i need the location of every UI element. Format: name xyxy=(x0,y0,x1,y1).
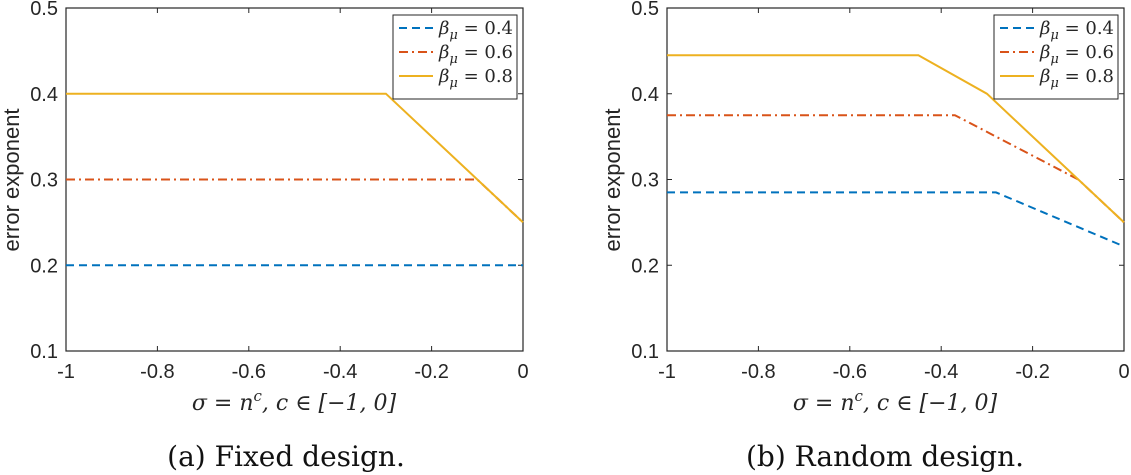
legend-label-beta-0.8: βμ = 0.8 xyxy=(438,66,513,91)
x-tick-label: -0.2 xyxy=(1015,361,1049,383)
x-tick-label: -1 xyxy=(57,361,75,383)
y-tick-label: 0.3 xyxy=(30,170,58,192)
y-axis-title-fixed: error exponent xyxy=(0,108,24,251)
x-axis-title-random: σ = nc, c ∈ [−1, 0] xyxy=(793,387,998,416)
series-line-beta-0.6 xyxy=(66,178,524,224)
y-tick-label: 0.4 xyxy=(631,84,659,106)
y-tick-label: 0.2 xyxy=(631,255,659,277)
x-tick-label: -1 xyxy=(658,361,676,383)
x-tick-label: -0.6 xyxy=(833,361,867,383)
legend-fixed: βμ = 0.4βμ = 0.6βμ = 0.8 xyxy=(392,14,518,100)
series-lines-random xyxy=(667,54,1125,248)
series-line-beta-0.4 xyxy=(667,191,1125,248)
y-tick-label: 0.1 xyxy=(631,341,659,363)
y-axis-fixed: 0.1 0.2 0.3 0.4 0.5 xyxy=(30,0,523,363)
y-tick-label: 0.5 xyxy=(631,0,659,20)
caption-fixed: (a) Fixed design. xyxy=(167,440,405,473)
y-axis-random: 0.1 0.2 0.3 0.4 0.5 xyxy=(631,0,1124,363)
x-tick-label: -0.4 xyxy=(924,361,958,383)
x-tick-label: -0.6 xyxy=(232,361,266,383)
y-axis-title-random: error exponent xyxy=(600,108,625,251)
series-line-beta-0.8 xyxy=(66,92,524,224)
y-tick-label: 0.3 xyxy=(631,170,659,192)
x-axis-random: -1 -0.8 -0.6 -0.4 -0.2 0 xyxy=(658,8,1130,383)
x-tick-label: 0 xyxy=(1118,361,1129,383)
chart-random-design: -1 -0.8 -0.6 -0.4 -0.2 0 0.1 0.2 0.3 0.4 0.5 erro… xyxy=(600,0,1130,473)
y-tick-label: 0.4 xyxy=(30,84,58,106)
x-tick-label: -0.2 xyxy=(414,361,448,383)
y-tick-label: 0.5 xyxy=(30,0,58,20)
x-axis-title-fixed: σ = nc, c ∈ [−1, 0] xyxy=(192,387,397,416)
x-axis-fixed: -1 -0.8 -0.6 -0.4 -0.2 0 xyxy=(57,8,529,383)
series-line-beta-0.6 xyxy=(667,114,1125,224)
series-line-beta-0.8 xyxy=(667,54,1125,224)
x-tick-label: 0 xyxy=(517,361,528,383)
caption-random: (b) Random design. xyxy=(746,440,1024,473)
x-tick-label: -0.4 xyxy=(323,361,357,383)
legend-label-beta-0.8: βμ = 0.8 xyxy=(1039,66,1114,91)
series-lines-fixed xyxy=(66,92,524,267)
legend-random: βμ = 0.4βμ = 0.6βμ = 0.8 xyxy=(993,14,1119,100)
y-tick-label: 0.1 xyxy=(30,341,58,363)
x-tick-label: -0.8 xyxy=(741,361,775,383)
x-tick-label: -0.8 xyxy=(140,361,174,383)
chart-fixed-design: -1 -0.8 -0.6 -0.4 -0.2 0 0.1 0.2 0.3 0.4 0.5 erro… xyxy=(0,0,529,473)
y-tick-label: 0.2 xyxy=(30,255,58,277)
